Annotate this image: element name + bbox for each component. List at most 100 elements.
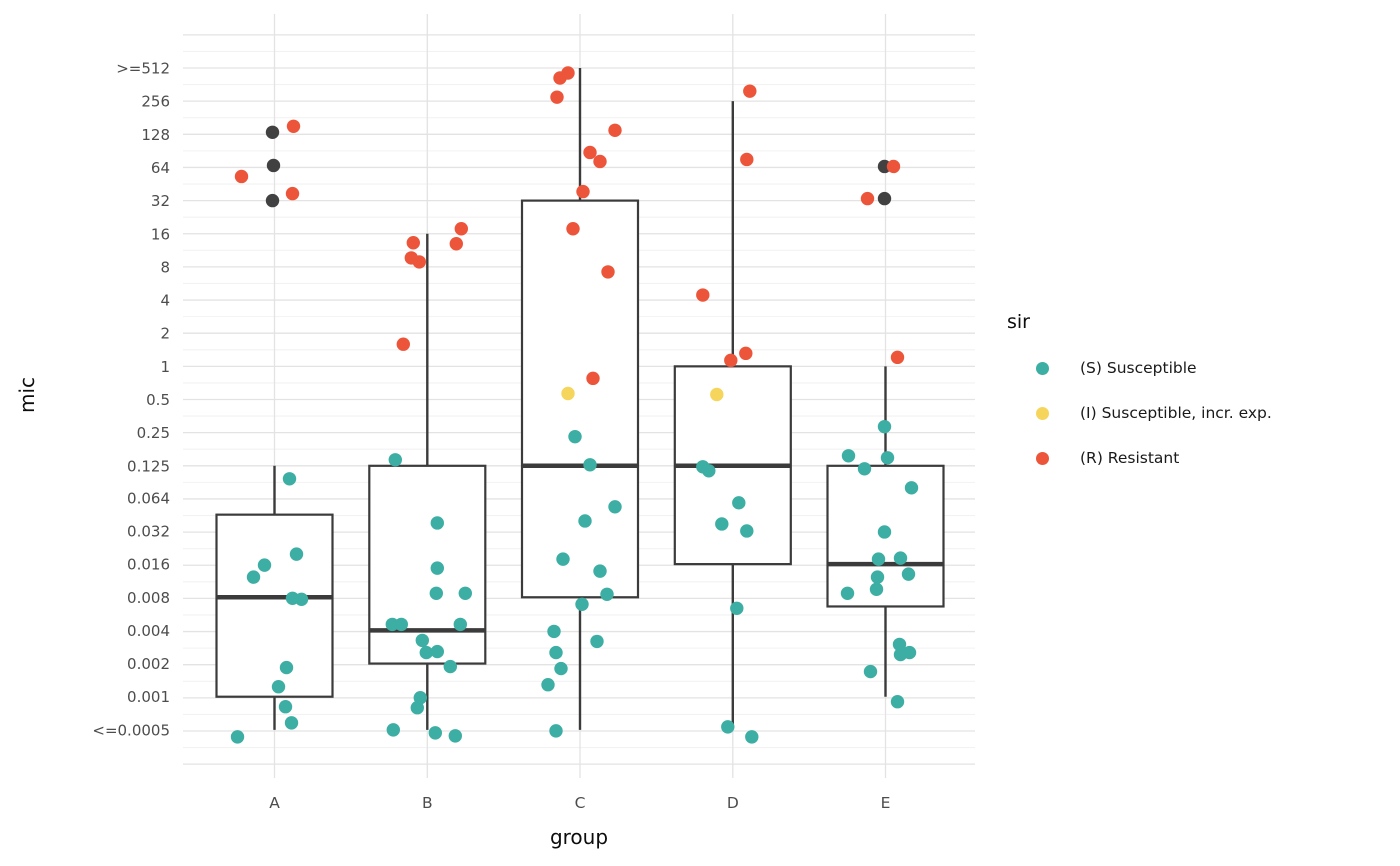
jitter-point-s [279,660,294,675]
jitter-point-s [547,624,561,639]
jitter-point-r [601,265,615,279]
x-tick-label: E [881,794,891,812]
y-tick-label: 0.25 [137,424,170,442]
y-tick-label: 0.032 [127,522,170,540]
jitter-point-s [541,678,555,692]
jitter-point-s [419,645,433,660]
jitter-point-s [702,464,716,478]
jitter-point-r [550,90,564,104]
legend-item-susceptible: (S) Susceptible [1007,357,1272,379]
jitter-point-r [739,346,753,361]
jitter-point-s [730,601,744,615]
x-tick-label: A [269,794,280,812]
y-tick-label: 0.008 [127,589,170,607]
jitter-point-s [871,552,886,566]
jitter-point-s [892,637,907,652]
jitter-point-s [578,514,592,528]
jitter-point-s [448,729,462,743]
jitter-point-s [282,472,297,486]
jitter-point-s [410,701,424,715]
x-tick-label: C [575,794,586,812]
jitter-point-r [740,152,754,167]
y-tick-label: 0.064 [127,489,170,507]
jitter-point-r [696,288,710,302]
jitter-point-r [406,236,420,250]
jitter-point-s [415,633,429,648]
y-tick-label: 1 [160,358,170,376]
jitter-point-r [886,159,901,174]
jitter-point-s [257,558,272,572]
y-tick-label: >=512 [116,60,170,78]
jitter-point-s [386,723,400,737]
jitter-point-s [549,645,563,660]
jitter-point-s [246,570,261,584]
jitter-point-r [396,337,410,351]
susceptible-incr-exp-dot-icon [1036,406,1049,420]
jitter-point-i [561,386,575,401]
boxplot-box-C [520,199,640,599]
jitter-point-r [234,169,249,184]
jitter-point-r [890,350,905,365]
y-tick-label: 0.004 [127,622,170,640]
jitter-point-r [608,123,622,137]
jitter-point-s [583,458,597,472]
y-tick-label: 64 [151,159,170,177]
jitter-point-s [575,597,589,611]
jitter-point-s [745,730,759,744]
jitter-point-r [860,191,875,206]
jitter-point-s [841,449,856,463]
jitter-point-s [600,587,614,601]
jitter-point-r [566,222,580,236]
jitter-point-s [388,453,402,467]
jitter-point-s [870,570,885,584]
jitter-point-s [271,680,286,694]
jitter-point-s [893,647,908,662]
y-tick-label: 0.5 [146,391,170,409]
jitter-point-s [890,695,905,709]
jitter-point-r [593,154,607,169]
jitter-point-s [556,552,570,566]
jitter-point-s [429,586,443,600]
jitter-point-r [586,371,600,386]
x-tick-label: B [422,794,433,812]
jitter-point-s [453,617,467,632]
jitter-point-r [454,222,468,236]
jitter-point-s [877,525,892,539]
jitter-point-s [901,567,916,581]
jitter-point-s [893,551,908,565]
jitter-point-r [724,353,738,368]
jitter-point-s [430,561,444,575]
jitter-point-s [284,716,299,730]
legend-item-susceptible-incr-exp: (I) Susceptible, incr. exp. [1007,402,1272,424]
jitter-point-na [265,125,280,139]
jitter-point-na [877,191,892,206]
y-tick-label: 0.125 [127,457,170,475]
legend-item-label: (S) Susceptible [1080,359,1197,377]
jitter-point-s [715,517,729,531]
y-tick-label: 0.016 [127,556,170,574]
x-tick-label: D [727,794,739,812]
jitter-point-s [430,644,444,659]
y-tick-label: 0.002 [127,655,170,673]
y-tick-label: 8 [160,258,170,276]
boxplot-box-A [215,513,334,698]
jitter-point-s [554,661,568,676]
jitter-point-s [289,547,304,561]
jitter-point-s [857,462,872,476]
jitter-point-r [412,255,426,269]
jitter-point-s [880,451,895,465]
y-tick-label: 128 [141,126,170,144]
y-tick-label: <=0.0005 [92,721,170,739]
y-axis-title: mic [15,376,39,414]
jitter-point-s [443,659,457,674]
jitter-point-s [549,724,563,738]
jitter-point-na [266,158,281,173]
jitter-point-s [869,582,884,596]
susceptible-dot-icon [1036,361,1049,375]
jitter-point-r [285,186,300,201]
jitter-point-na [265,193,280,208]
jitter-point-r [449,237,463,251]
jitter-point-s [863,664,878,679]
jitter-point-s [458,586,472,600]
jitter-point-s [877,419,892,434]
